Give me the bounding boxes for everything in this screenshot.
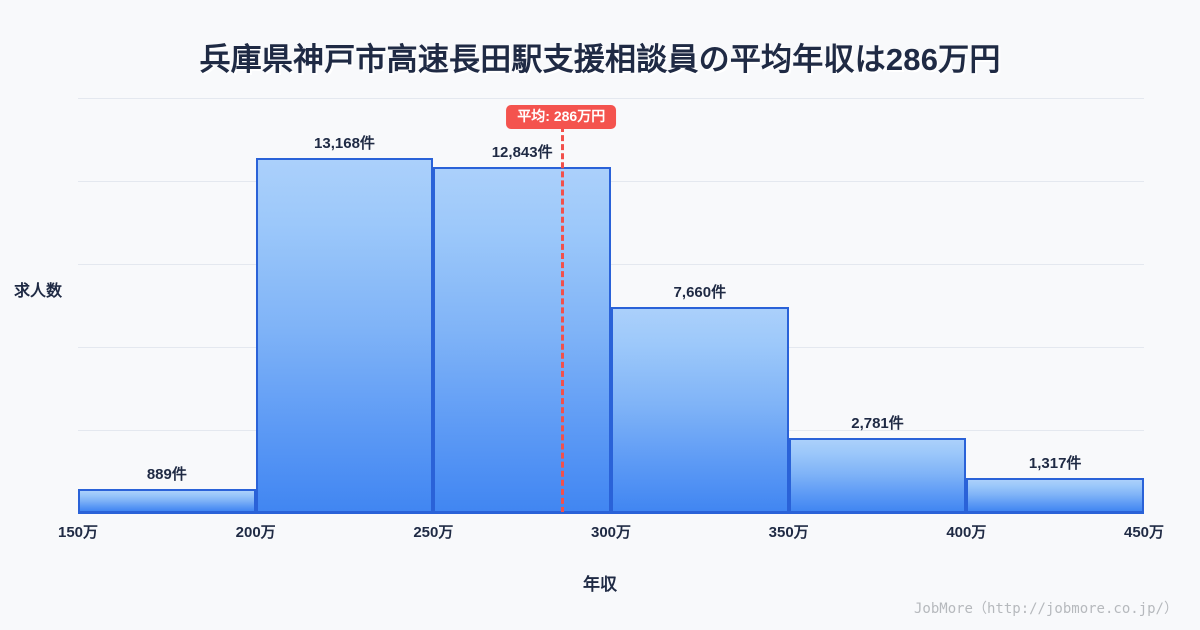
credit-watermark: JobMore（http://jobmore.co.jp/） (913, 601, 1178, 617)
histogram-bar[interactable] (788, 438, 967, 513)
page-title: 兵庫県神戸市高速長田駅支援相談員の平均年収は286万円 (199, 42, 1001, 77)
x-axis-label: 年収 (583, 575, 617, 594)
average-line (561, 126, 565, 513)
bar-value-label: 1,317件 (1028, 454, 1082, 472)
gridline (78, 98, 1144, 99)
bar-value-label: 13,168件 (314, 135, 375, 153)
x-axis-tick-label: 250万 (413, 524, 454, 541)
histogram-bar[interactable] (78, 489, 256, 513)
bar-value-label: 889件 (146, 466, 187, 484)
x-axis-tick-label: 400万 (946, 524, 987, 541)
histogram-bar[interactable] (611, 306, 789, 513)
bar-value-label: 12,843件 (491, 143, 553, 161)
gridline (78, 181, 1144, 182)
x-axis-tick-label: 150万 (57, 524, 99, 541)
x-axis-tick-label: 200万 (235, 524, 276, 541)
average-badge: 平均: 286万円 (506, 105, 617, 130)
bar-value-label: 2,781件 (851, 415, 904, 433)
histogram-bar[interactable] (433, 166, 611, 513)
x-axis-tick-label: 350万 (768, 524, 809, 541)
x-axis-line (78, 512, 1144, 514)
histogram-bar[interactable] (966, 477, 1144, 513)
x-axis-tick-label: 300万 (590, 524, 632, 541)
bar-value-label: 7,660件 (673, 283, 727, 301)
x-axis-tick-label: 450万 (1123, 524, 1165, 541)
y-axis-label: 求人数 (14, 283, 63, 300)
plot-area: 889件 13,168件 12,843件 7,660件 2,781件 1,317件 (78, 98, 1144, 514)
histogram-bar[interactable] (255, 158, 434, 513)
gridline (78, 264, 1144, 265)
